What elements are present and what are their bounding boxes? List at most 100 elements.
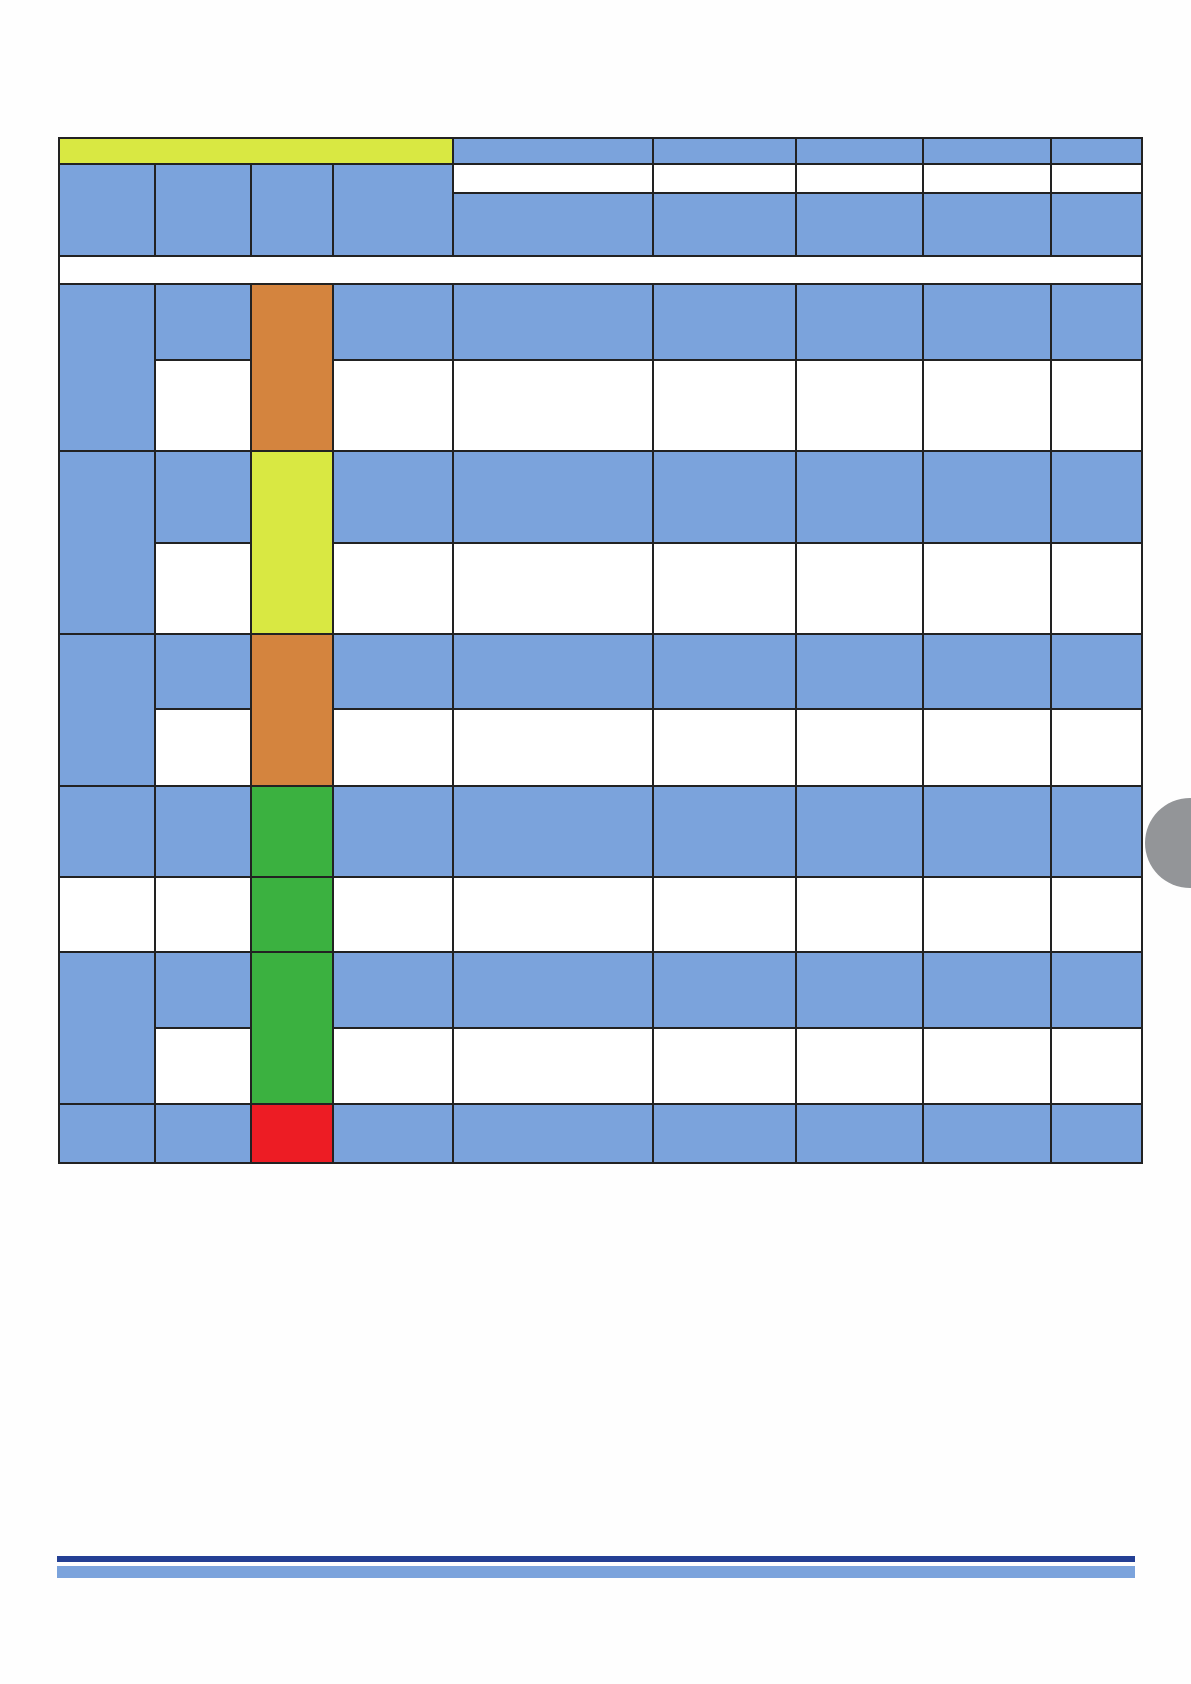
header-cell — [922, 137, 1052, 165]
table-cell — [452, 951, 654, 1029]
header-subcell — [652, 163, 797, 194]
group-label-cell — [58, 876, 156, 953]
status-cell-green — [250, 876, 334, 953]
table-cell — [452, 1103, 654, 1164]
header-cell — [154, 163, 252, 257]
table-cell — [154, 542, 252, 635]
table-cell — [452, 283, 654, 361]
table-cell — [652, 708, 797, 787]
table-cell — [332, 785, 454, 878]
group-label-cell — [58, 951, 156, 1105]
header-subcell — [795, 163, 924, 194]
table-cell — [1050, 876, 1143, 953]
table-cell — [795, 542, 924, 635]
group-label-cell — [58, 633, 156, 787]
table-cell — [652, 876, 797, 953]
chapter-tab-marker — [1145, 798, 1191, 888]
table-cell — [1050, 450, 1143, 544]
table-cell — [1050, 359, 1143, 452]
table-cell — [922, 450, 1052, 544]
group-label-cell — [58, 450, 156, 635]
table-cell — [652, 785, 797, 878]
header-row-2 — [58, 163, 1143, 257]
table-cell — [332, 1103, 454, 1164]
table-cell — [922, 633, 1052, 710]
table-cell — [154, 633, 252, 710]
header-row-1 — [58, 137, 1143, 165]
status-cell-yellow — [250, 450, 334, 635]
table-cell — [922, 542, 1052, 635]
table-row — [59, 542, 1143, 635]
header-group-cell — [58, 137, 454, 165]
table-cell — [452, 633, 654, 710]
table-cell — [795, 1027, 924, 1105]
table-cell — [922, 785, 1052, 878]
table-cell — [652, 951, 797, 1029]
table-cell — [1050, 542, 1143, 635]
header-cell — [452, 137, 654, 165]
header-cell — [332, 163, 454, 257]
status-cell-orange — [250, 283, 334, 452]
status-cell-orange — [250, 633, 334, 787]
table-cell — [795, 951, 924, 1029]
table-row — [59, 708, 1143, 787]
table-cell — [1050, 1027, 1143, 1105]
table-cell — [452, 708, 654, 787]
group-label-cell — [58, 283, 156, 452]
header-cell — [795, 137, 924, 165]
table-row — [58, 876, 1143, 953]
table-cell — [332, 1027, 454, 1105]
table-cell — [795, 359, 924, 452]
group-label-cell — [58, 1103, 156, 1164]
table-cell — [1050, 951, 1143, 1029]
header-subcell — [922, 163, 1052, 194]
table-cell — [922, 359, 1052, 452]
header-cell — [1050, 192, 1143, 257]
table-cell — [154, 1103, 252, 1164]
table-cell — [922, 1103, 1052, 1164]
footer-rule-light — [57, 1566, 1135, 1578]
header-cell — [1050, 137, 1143, 165]
table-cell — [332, 876, 454, 953]
table-row — [58, 1103, 1143, 1164]
table-cell — [652, 633, 797, 710]
table-cell — [332, 708, 454, 787]
table-cell — [795, 1103, 924, 1164]
header-cell — [58, 163, 156, 257]
table-row — [58, 785, 1143, 878]
table-cell — [1050, 1103, 1143, 1164]
table-cell — [922, 951, 1052, 1029]
table-row — [58, 283, 1143, 452]
data-table — [58, 137, 1143, 1164]
table-cell — [922, 1027, 1052, 1105]
table-cell — [1050, 283, 1143, 361]
group-label-cell — [58, 785, 156, 878]
table-cell — [332, 359, 454, 452]
table-cell — [922, 283, 1052, 361]
table-cell — [452, 450, 654, 544]
table-cell — [154, 708, 252, 787]
table-cell — [154, 283, 252, 361]
header-subcell — [452, 163, 654, 194]
table-cell — [922, 876, 1052, 953]
table-cell — [452, 359, 654, 452]
header-cell — [795, 192, 924, 257]
header-cell — [452, 192, 654, 257]
header-row-3 — [59, 192, 1143, 257]
table-row — [58, 450, 1143, 635]
table-cell — [652, 450, 797, 544]
table-cell — [795, 785, 924, 878]
table-cell — [452, 542, 654, 635]
table-cell — [452, 1027, 654, 1105]
table-cell — [154, 450, 252, 544]
table-cell — [154, 1027, 252, 1105]
table-cell — [652, 1027, 797, 1105]
table-cell — [1050, 633, 1143, 710]
table-cell — [154, 876, 252, 953]
table-cell — [652, 1103, 797, 1164]
table-cell — [452, 876, 654, 953]
table-cell — [652, 542, 797, 635]
status-cell-red — [250, 1103, 334, 1164]
table-cell — [795, 450, 924, 544]
status-cell-green — [250, 785, 334, 878]
